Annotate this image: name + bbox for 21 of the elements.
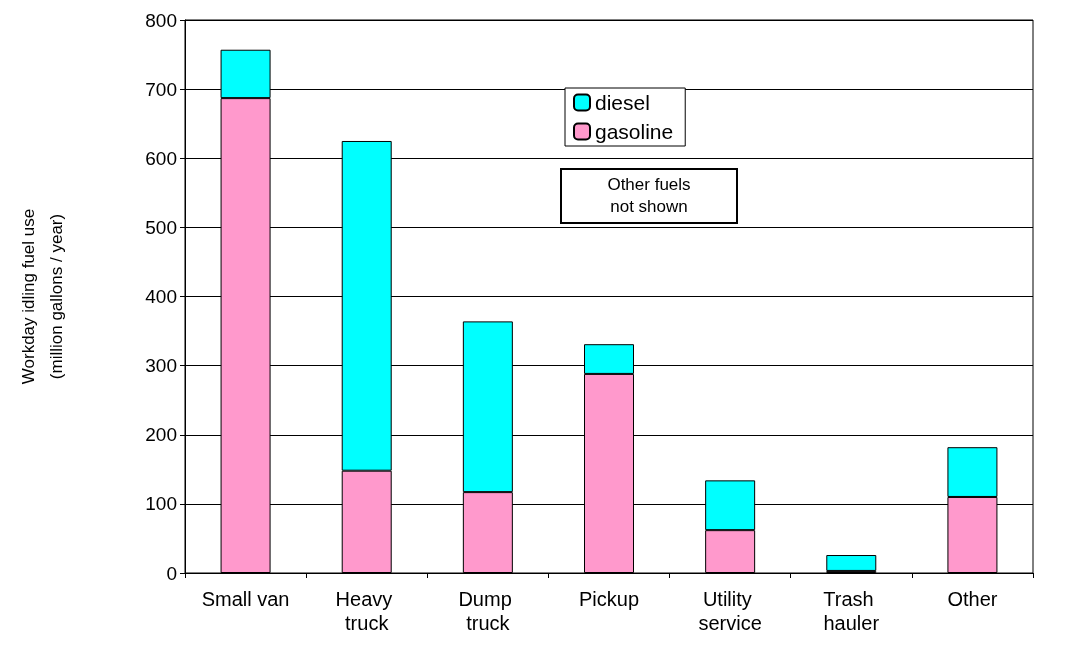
x-tick-label: Other (947, 588, 998, 610)
y-tick-label: 200 (145, 424, 177, 446)
legend-label: diesel (595, 91, 650, 114)
annotation: Other fuels not shown (560, 168, 738, 224)
y-tick-label: 0 (166, 562, 177, 584)
y-tick-label: 400 (145, 286, 177, 307)
y-tick-label: 700 (145, 78, 177, 100)
y-tick-label: 600 (145, 147, 177, 169)
x-tick-label: Heavy truck (335, 588, 398, 634)
y-axis-title: Workday idling fuel use (million gallons / year) (18, 208, 66, 385)
legend-label: gasoline (595, 120, 674, 143)
x-tick-label: Utility service (698, 588, 762, 634)
bar (826, 555, 877, 571)
y-tick-label: 100 (145, 493, 177, 515)
x-tick-label: Dump truck (458, 588, 518, 634)
x-tick-label: Trash hauler (823, 588, 880, 634)
x-tick-label: Small van (201, 588, 290, 610)
y-tick-label: 300 (145, 355, 177, 377)
y-tick-label: 500 (145, 216, 177, 238)
y-tick-label: 800 (145, 9, 177, 31)
x-tick-label: Pickup (578, 588, 640, 610)
